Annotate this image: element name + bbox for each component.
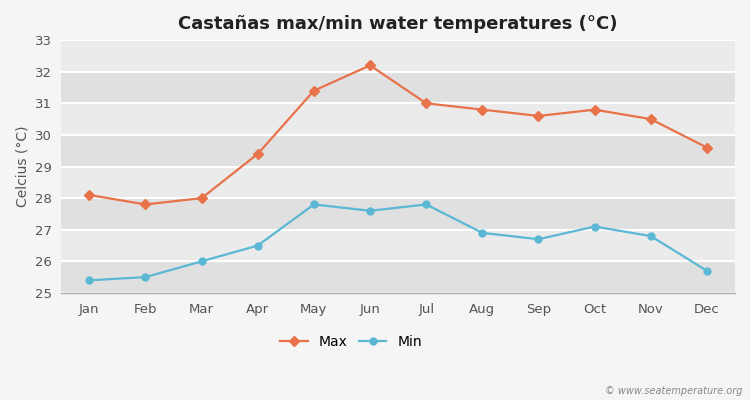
Title: Castañas max/min water temperatures (°C): Castañas max/min water temperatures (°C) bbox=[178, 15, 618, 33]
Min bbox=[310, 202, 319, 207]
Max bbox=[365, 63, 374, 68]
Bar bbox=[62, 40, 735, 72]
Line: Max: Max bbox=[86, 62, 711, 208]
Min bbox=[478, 230, 487, 235]
Bar bbox=[62, 166, 735, 198]
Max bbox=[254, 152, 262, 156]
Min bbox=[534, 237, 543, 242]
Min bbox=[590, 224, 599, 229]
Bar bbox=[62, 103, 735, 135]
Max bbox=[590, 107, 599, 112]
Legend: Max, Min: Max, Min bbox=[280, 335, 422, 349]
Max bbox=[197, 196, 206, 200]
Max bbox=[422, 101, 430, 106]
Max bbox=[534, 114, 543, 118]
Min bbox=[254, 243, 262, 248]
Min bbox=[141, 275, 150, 280]
Max bbox=[478, 107, 487, 112]
Max bbox=[141, 202, 150, 207]
Bar bbox=[62, 72, 735, 103]
Min bbox=[422, 202, 430, 207]
Line: Min: Min bbox=[86, 201, 710, 284]
Min bbox=[646, 234, 656, 238]
Bar bbox=[62, 261, 735, 293]
Text: © www.seatemperature.org: © www.seatemperature.org bbox=[605, 386, 742, 396]
Min bbox=[197, 259, 206, 264]
Min bbox=[365, 208, 374, 213]
Min bbox=[703, 268, 712, 273]
Bar bbox=[62, 230, 735, 261]
Max bbox=[703, 145, 712, 150]
Min bbox=[85, 278, 94, 283]
Y-axis label: Celcius (°C): Celcius (°C) bbox=[15, 126, 29, 207]
Bar bbox=[62, 198, 735, 230]
Max bbox=[310, 88, 319, 93]
Bar bbox=[62, 135, 735, 166]
Max bbox=[85, 192, 94, 197]
Max bbox=[646, 117, 656, 122]
